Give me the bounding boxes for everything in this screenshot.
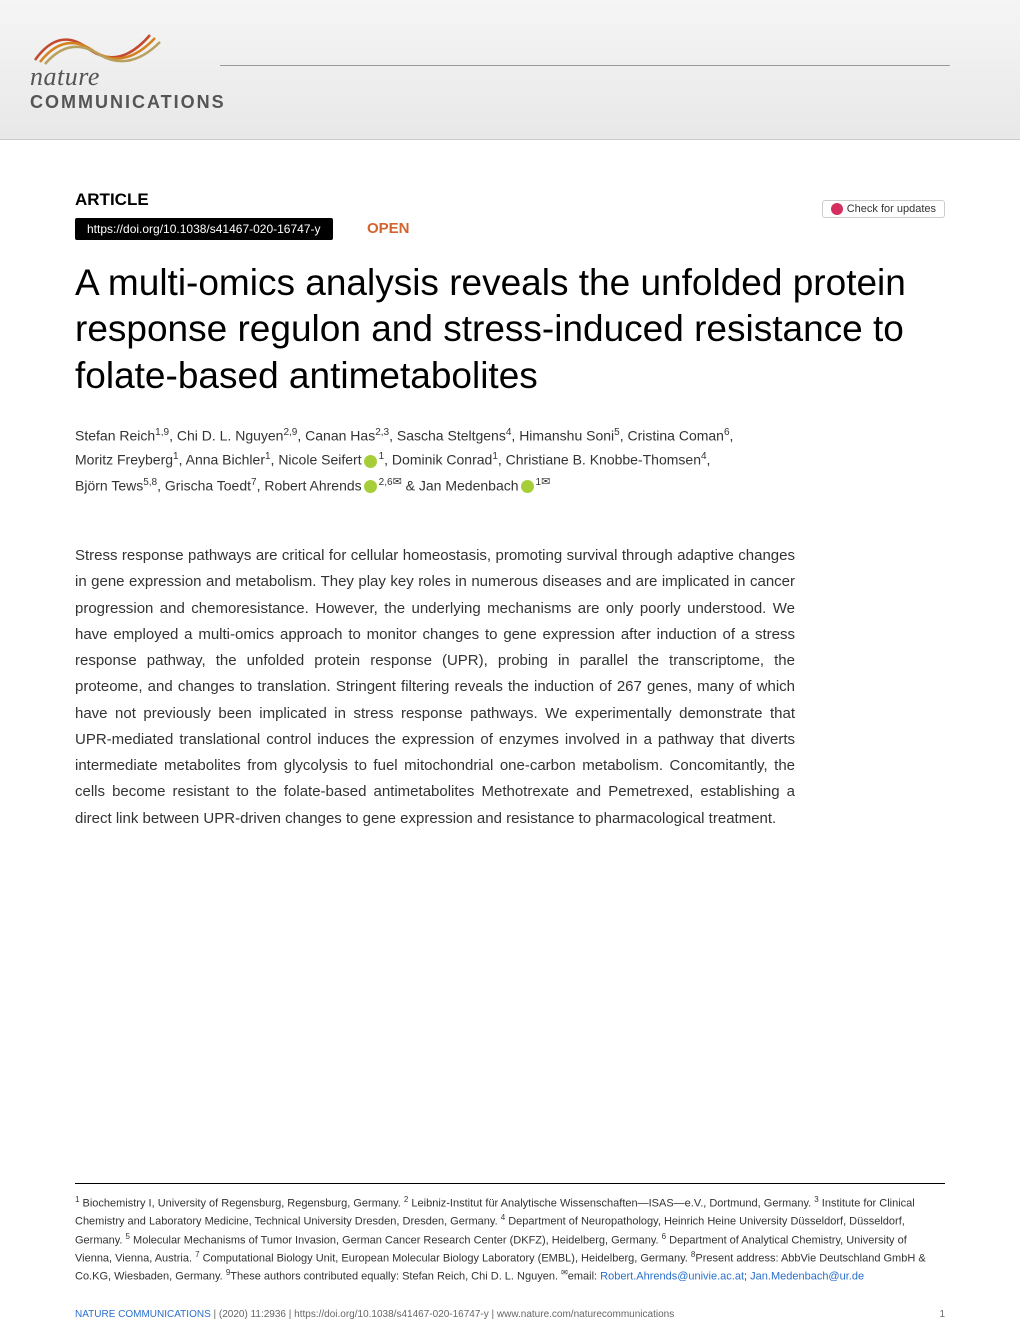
doi-link[interactable]: https://doi.org/10.1038/s41467-020-16747… — [75, 218, 333, 240]
author-affil-sup: 2,3 — [375, 427, 389, 438]
author-affil-sup: 2,6 — [379, 477, 393, 488]
article-content: ARTICLE https://doi.org/10.1038/s41467-0… — [0, 140, 1020, 832]
affiliations-block: 1 Biochemistry I, University of Regensbu… — [75, 1183, 945, 1285]
affil-text: Computational Biology Unit, European Mol… — [200, 1252, 691, 1264]
page-footer: NATURE COMMUNICATIONS | (2020) 11:2936 |… — [75, 1309, 945, 1320]
author-name: , Nicole Seifert — [271, 452, 362, 468]
author-name: , Christiane B. Knobbe-Thomsen — [498, 452, 701, 468]
author-name: , Sascha Steltgens — [389, 427, 506, 443]
footer-citation-text: | (2020) 11:2936 | https://doi.org/10.10… — [211, 1309, 674, 1320]
orcid-icon[interactable] — [521, 480, 534, 493]
logo-main-text: nature — [30, 62, 990, 92]
email-label: email: — [568, 1271, 600, 1283]
check-updates-label: Check for updates — [847, 203, 936, 215]
author-affil-sup: 2,9 — [283, 427, 297, 438]
author-list: Stefan Reich1,9, Chi D. L. Nguyen2,9, Ca… — [75, 424, 945, 498]
author-name: , Cristina Coman — [620, 427, 724, 443]
abstract-text: Stress response pathways are critical fo… — [75, 543, 795, 832]
email-link[interactable]: Jan.Medenbach@ur.de — [750, 1271, 864, 1283]
author-affil-sup: 1,9 — [155, 427, 169, 438]
corresponding-icon: ✉ — [541, 473, 550, 492]
corresponding-icon: ✉ — [561, 1267, 568, 1279]
author-name: , Dominik Conrad — [384, 452, 492, 468]
author-sep: , — [730, 427, 734, 443]
author-name: Moritz Freyberg — [75, 452, 173, 468]
author-name: Björn Tews — [75, 477, 143, 493]
article-title: A multi-omics analysis reveals the unfol… — [75, 260, 945, 399]
author-name: , Grischa Toedt — [157, 477, 251, 493]
journal-header: nature COMMUNICATIONS — [0, 0, 1020, 140]
author-name: & Jan Medenbach — [402, 477, 519, 493]
author-name: Stefan Reich — [75, 427, 155, 443]
header-divider — [220, 65, 950, 66]
author-sep: , — [707, 452, 711, 468]
author-name: , Himanshu Soni — [511, 427, 614, 443]
author-name: , Canan Has — [297, 427, 375, 443]
author-name: , Chi D. L. Nguyen — [169, 427, 283, 443]
author-name: , Anna Bichler — [179, 452, 265, 468]
affil-text: Molecular Mechanisms of Tumor Invasion, … — [130, 1234, 662, 1246]
article-type-label: ARTICLE — [75, 190, 945, 210]
footer-citation: NATURE COMMUNICATIONS | (2020) 11:2936 |… — [75, 1309, 674, 1320]
affil-text: Leibniz-Institut für Analytische Wissens… — [408, 1198, 814, 1210]
author-affil-sup: 5,8 — [143, 477, 157, 488]
check-updates-icon — [831, 203, 843, 215]
corresponding-icon: ✉ — [393, 473, 402, 492]
author-name: , Robert Ahrends — [257, 477, 362, 493]
doi-row: https://doi.org/10.1038/s41467-020-16747… — [75, 218, 945, 240]
open-access-label: OPEN — [367, 220, 410, 237]
logo-sub-text: COMMUNICATIONS — [30, 92, 990, 113]
footer-journal-name: NATURE COMMUNICATIONS — [75, 1309, 211, 1320]
check-updates-button[interactable]: Check for updates — [822, 200, 945, 218]
orcid-icon[interactable] — [364, 455, 377, 468]
page-number: 1 — [939, 1309, 945, 1320]
affil-text: These authors contributed equally: Stefa… — [230, 1271, 561, 1283]
email-link[interactable]: Robert.Ahrends@univie.ac.at — [600, 1271, 744, 1283]
journal-logo: nature COMMUNICATIONS — [30, 20, 990, 113]
affil-text: Biochemistry I, University of Regensburg… — [79, 1198, 403, 1210]
orcid-icon[interactable] — [364, 480, 377, 493]
